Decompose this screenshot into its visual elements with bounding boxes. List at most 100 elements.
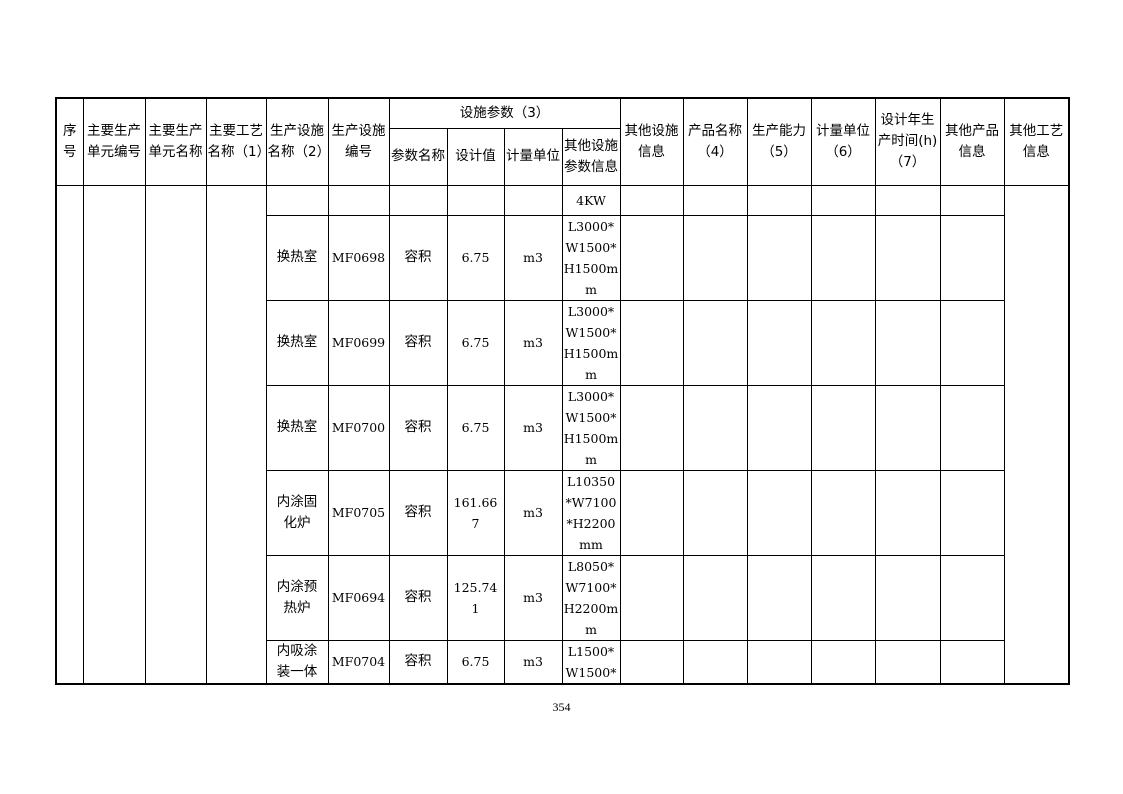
cell-facility-code: MF0705 — [327, 469, 390, 556]
cell-other-params: L3000* W1500* H1500m m — [561, 299, 621, 386]
cell-design-hours — [874, 184, 941, 216]
table-row: 内涂预 热炉 MF0694 容积 125.74 1 m3 L8050* W7100* H2… — [56, 554, 1069, 641]
header-design-value: 设计值 — [446, 127, 505, 186]
cell-capacity-unit — [810, 184, 876, 216]
cell-design-hours — [874, 554, 941, 641]
header-product-name: 产品名称 （4） — [682, 97, 748, 186]
cell-param-name: 容积 — [388, 469, 448, 556]
cell-capacity — [746, 299, 812, 386]
cell-other-facility — [619, 639, 684, 684]
cell-capacity-unit — [810, 639, 876, 684]
table-row: 内吸涂 装一体 MF0704 容积 6.75 m3 L1500* W1500* — [56, 639, 1069, 684]
cell-param-name: 容积 — [388, 299, 448, 386]
table-row: 换热室 MF0700 容积 6.75 m3 L3000* W1500* H1500m m — [56, 384, 1069, 471]
cell-param-unit: m3 — [503, 554, 563, 641]
page-number: 354 — [552, 700, 571, 714]
cell-facility-code: MF0699 — [327, 299, 390, 386]
cell-facility-name: 换热室 — [265, 384, 329, 471]
cell-other-product — [939, 184, 1005, 216]
header-design-hours: 设计年生 产时间(h) （7） — [874, 97, 941, 186]
cell-other-params: L8050* W7100* H2200m m — [561, 554, 621, 641]
cell-other-product — [939, 384, 1005, 471]
cell-other-facility — [619, 469, 684, 556]
cell-capacity-unit — [810, 384, 876, 471]
cell-param-name: 容积 — [388, 214, 448, 301]
table-row: 4KW — [55, 184, 1070, 684]
cell-param-unit: m3 — [503, 384, 563, 471]
header-unit-name: 主要生产 单元名称 — [144, 97, 207, 186]
cell-product-name — [682, 469, 748, 556]
cell-facility-name: 内涂预 热炉 — [265, 554, 329, 641]
cell-param-name — [388, 184, 448, 216]
cell-capacity — [746, 639, 812, 684]
cell-other-params: L3000* W1500* H1500m m — [561, 384, 621, 471]
cell-capacity-unit — [810, 299, 876, 386]
cell-param-unit — [503, 184, 563, 216]
cell-product-name — [682, 639, 748, 684]
cell-capacity — [746, 469, 812, 556]
cell-other-facility — [619, 299, 684, 386]
cell-capacity-unit — [810, 214, 876, 301]
cell-other-process — [1003, 184, 1070, 684]
cell-product-name — [682, 184, 748, 216]
header-other-params: 其他设施 参数信息 — [561, 127, 621, 186]
cell-other-product — [939, 639, 1005, 684]
cell-design-hours — [874, 384, 941, 471]
header-other-process: 其他工艺 信息 — [1003, 97, 1070, 186]
header-other-product: 其他产品 信息 — [939, 97, 1005, 186]
cell-design-hours — [874, 469, 941, 556]
cell-design-value: 6.75 — [446, 214, 505, 301]
header-params-group: 设施参数（3） — [388, 97, 621, 129]
cell-capacity — [746, 214, 812, 301]
cell-design-value: 6.75 — [446, 299, 505, 386]
cell-other-facility — [619, 384, 684, 471]
header-facility-name: 生产设施 名称（2） — [265, 97, 329, 186]
cell-product-name — [682, 554, 748, 641]
header-process-name: 主要工艺 名称（1） — [205, 97, 267, 186]
cell-product-name — [682, 214, 748, 301]
cell-other-params: 4KW — [561, 184, 621, 216]
header-capacity: 生产能力 （5） — [746, 97, 812, 186]
cell-design-value — [446, 184, 505, 216]
cell-design-hours — [874, 214, 941, 301]
cell-capacity — [746, 184, 812, 216]
cell-other-facility — [619, 554, 684, 641]
cell-product-name — [682, 299, 748, 386]
cell-design-hours — [874, 299, 941, 386]
cell-design-value: 6.75 — [446, 639, 505, 684]
cell-param-name: 容积 — [388, 554, 448, 641]
cell-other-product — [939, 554, 1005, 641]
cell-unit-name — [144, 184, 207, 684]
cell-param-name: 容积 — [388, 639, 448, 684]
cell-design-value: 161.66 7 — [446, 469, 505, 556]
cell-other-product — [939, 469, 1005, 556]
cell-product-name — [682, 384, 748, 471]
cell-facility-name: 换热室 — [265, 299, 329, 386]
cell-param-unit: m3 — [503, 214, 563, 301]
cell-facility-name — [265, 184, 329, 216]
cell-facility-code: MF0700 — [327, 384, 390, 471]
cell-facility-code — [327, 184, 390, 216]
header-param-unit: 计量单位 — [503, 127, 563, 186]
cell-design-value: 6.75 — [446, 384, 505, 471]
cell-unit-code — [82, 184, 146, 684]
cell-design-hours — [874, 639, 941, 684]
cell-facility-code: MF0698 — [327, 214, 390, 301]
cell-param-unit: m3 — [503, 299, 563, 386]
cell-design-value: 125.74 1 — [446, 554, 505, 641]
header-param-name: 参数名称 — [388, 127, 448, 186]
header-seq: 序 号 — [55, 97, 84, 186]
header-facility-code: 生产设施 编号 — [327, 97, 390, 186]
cell-capacity-unit — [810, 554, 876, 641]
cell-param-name: 容积 — [388, 384, 448, 471]
table-row: 换热室 MF0698 容积 6.75 m3 L3000* W1500* H1500m m — [56, 214, 1069, 301]
cell-capacity — [746, 554, 812, 641]
cell-facility-name: 内涂固 化炉 — [265, 469, 329, 556]
cell-other-facility — [619, 214, 684, 301]
cell-other-params: L3000* W1500* H1500m m — [561, 214, 621, 301]
header-other-facility: 其他设施 信息 — [619, 97, 684, 186]
cell-seq — [55, 184, 84, 684]
cell-other-params: L10350 *W7100 *H2200 mm — [561, 469, 621, 556]
cell-facility-name: 内吸涂 装一体 — [265, 639, 329, 684]
cell-other-params: L1500* W1500* — [561, 639, 621, 684]
